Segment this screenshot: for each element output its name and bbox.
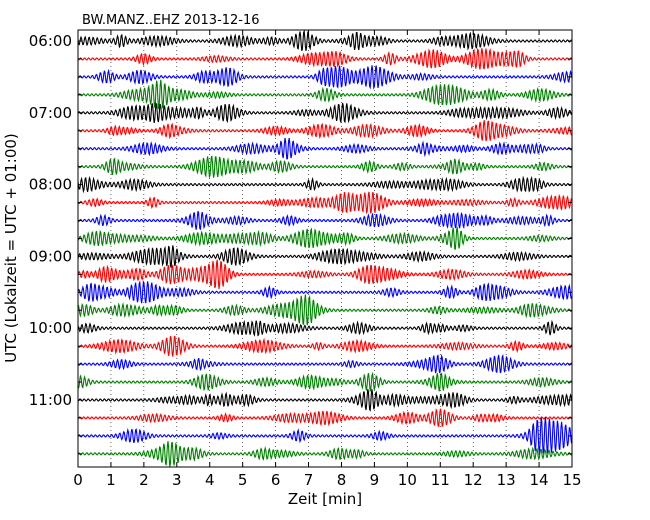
trace-0600 [77, 29, 572, 51]
x-tick-label: 4 [205, 471, 215, 489]
x-tick-label: 12 [464, 471, 483, 489]
trace-1130 [77, 416, 573, 455]
trace-1115 [77, 408, 573, 428]
trace-0945 [77, 294, 573, 326]
x-tick-label: 3 [172, 471, 182, 489]
trace-0845 [77, 226, 573, 250]
trace-0645 [77, 79, 573, 111]
y-tick-label: 08:00 [29, 176, 72, 194]
x-axis-label: Zeit [min] [288, 490, 362, 508]
y-tick-label: 07:00 [29, 104, 72, 122]
trace-1000 [77, 319, 573, 337]
x-tick-label: 10 [398, 471, 417, 489]
x-tick-label: 8 [337, 471, 347, 489]
trace-0615 [77, 48, 573, 70]
trace-1030 [77, 353, 572, 374]
chart-title: BW.MANZ..EHZ 2013-12-16 [82, 13, 260, 28]
x-tick-label: 6 [271, 471, 281, 489]
trace-0915 [77, 259, 573, 290]
y-tick-label: 09:00 [29, 247, 72, 265]
trace-1015 [77, 335, 573, 357]
trace-1045 [77, 371, 573, 393]
trace-1145 [77, 441, 573, 467]
y-tick-label: 10:00 [29, 319, 72, 337]
trace-1100 [77, 389, 573, 412]
trace-0730 [77, 137, 573, 160]
x-tick-label: 7 [304, 471, 314, 489]
trace-layer [77, 29, 573, 467]
plot-frame [77, 29, 573, 468]
y-tick-label: 06:00 [29, 32, 72, 50]
x-tick-label: 1 [106, 471, 116, 489]
x-tick-label: 2 [139, 471, 149, 489]
trace-0815 [77, 191, 572, 215]
trace-0630 [77, 65, 573, 90]
trace-0715 [77, 120, 573, 142]
trace-0930 [77, 280, 573, 304]
y-axis-label: UTC (Lokalzeit = UTC + 01:00) [2, 133, 20, 363]
trace-0830 [77, 210, 573, 231]
x-tick-label: 5 [238, 471, 248, 489]
y-tick-label: 11:00 [29, 391, 72, 409]
tick-layer: 0 1 2 3 4 5 6 7 8 9 10 11 12 13 14 1506:0007:0008:0009:… [29, 30, 582, 489]
x-tick-label: 9 [370, 471, 380, 489]
x-tick-label: 14 [530, 471, 549, 489]
trace-0800 [77, 175, 573, 194]
trace-0700 [77, 102, 573, 124]
trace-0745 [77, 155, 573, 179]
x-tick-label: 11 [431, 471, 450, 489]
x-tick-label: 0 [73, 471, 83, 489]
x-tick-label: 15 [562, 471, 581, 489]
trace-0900 [77, 245, 573, 268]
x-tick-label: 13 [497, 471, 516, 489]
